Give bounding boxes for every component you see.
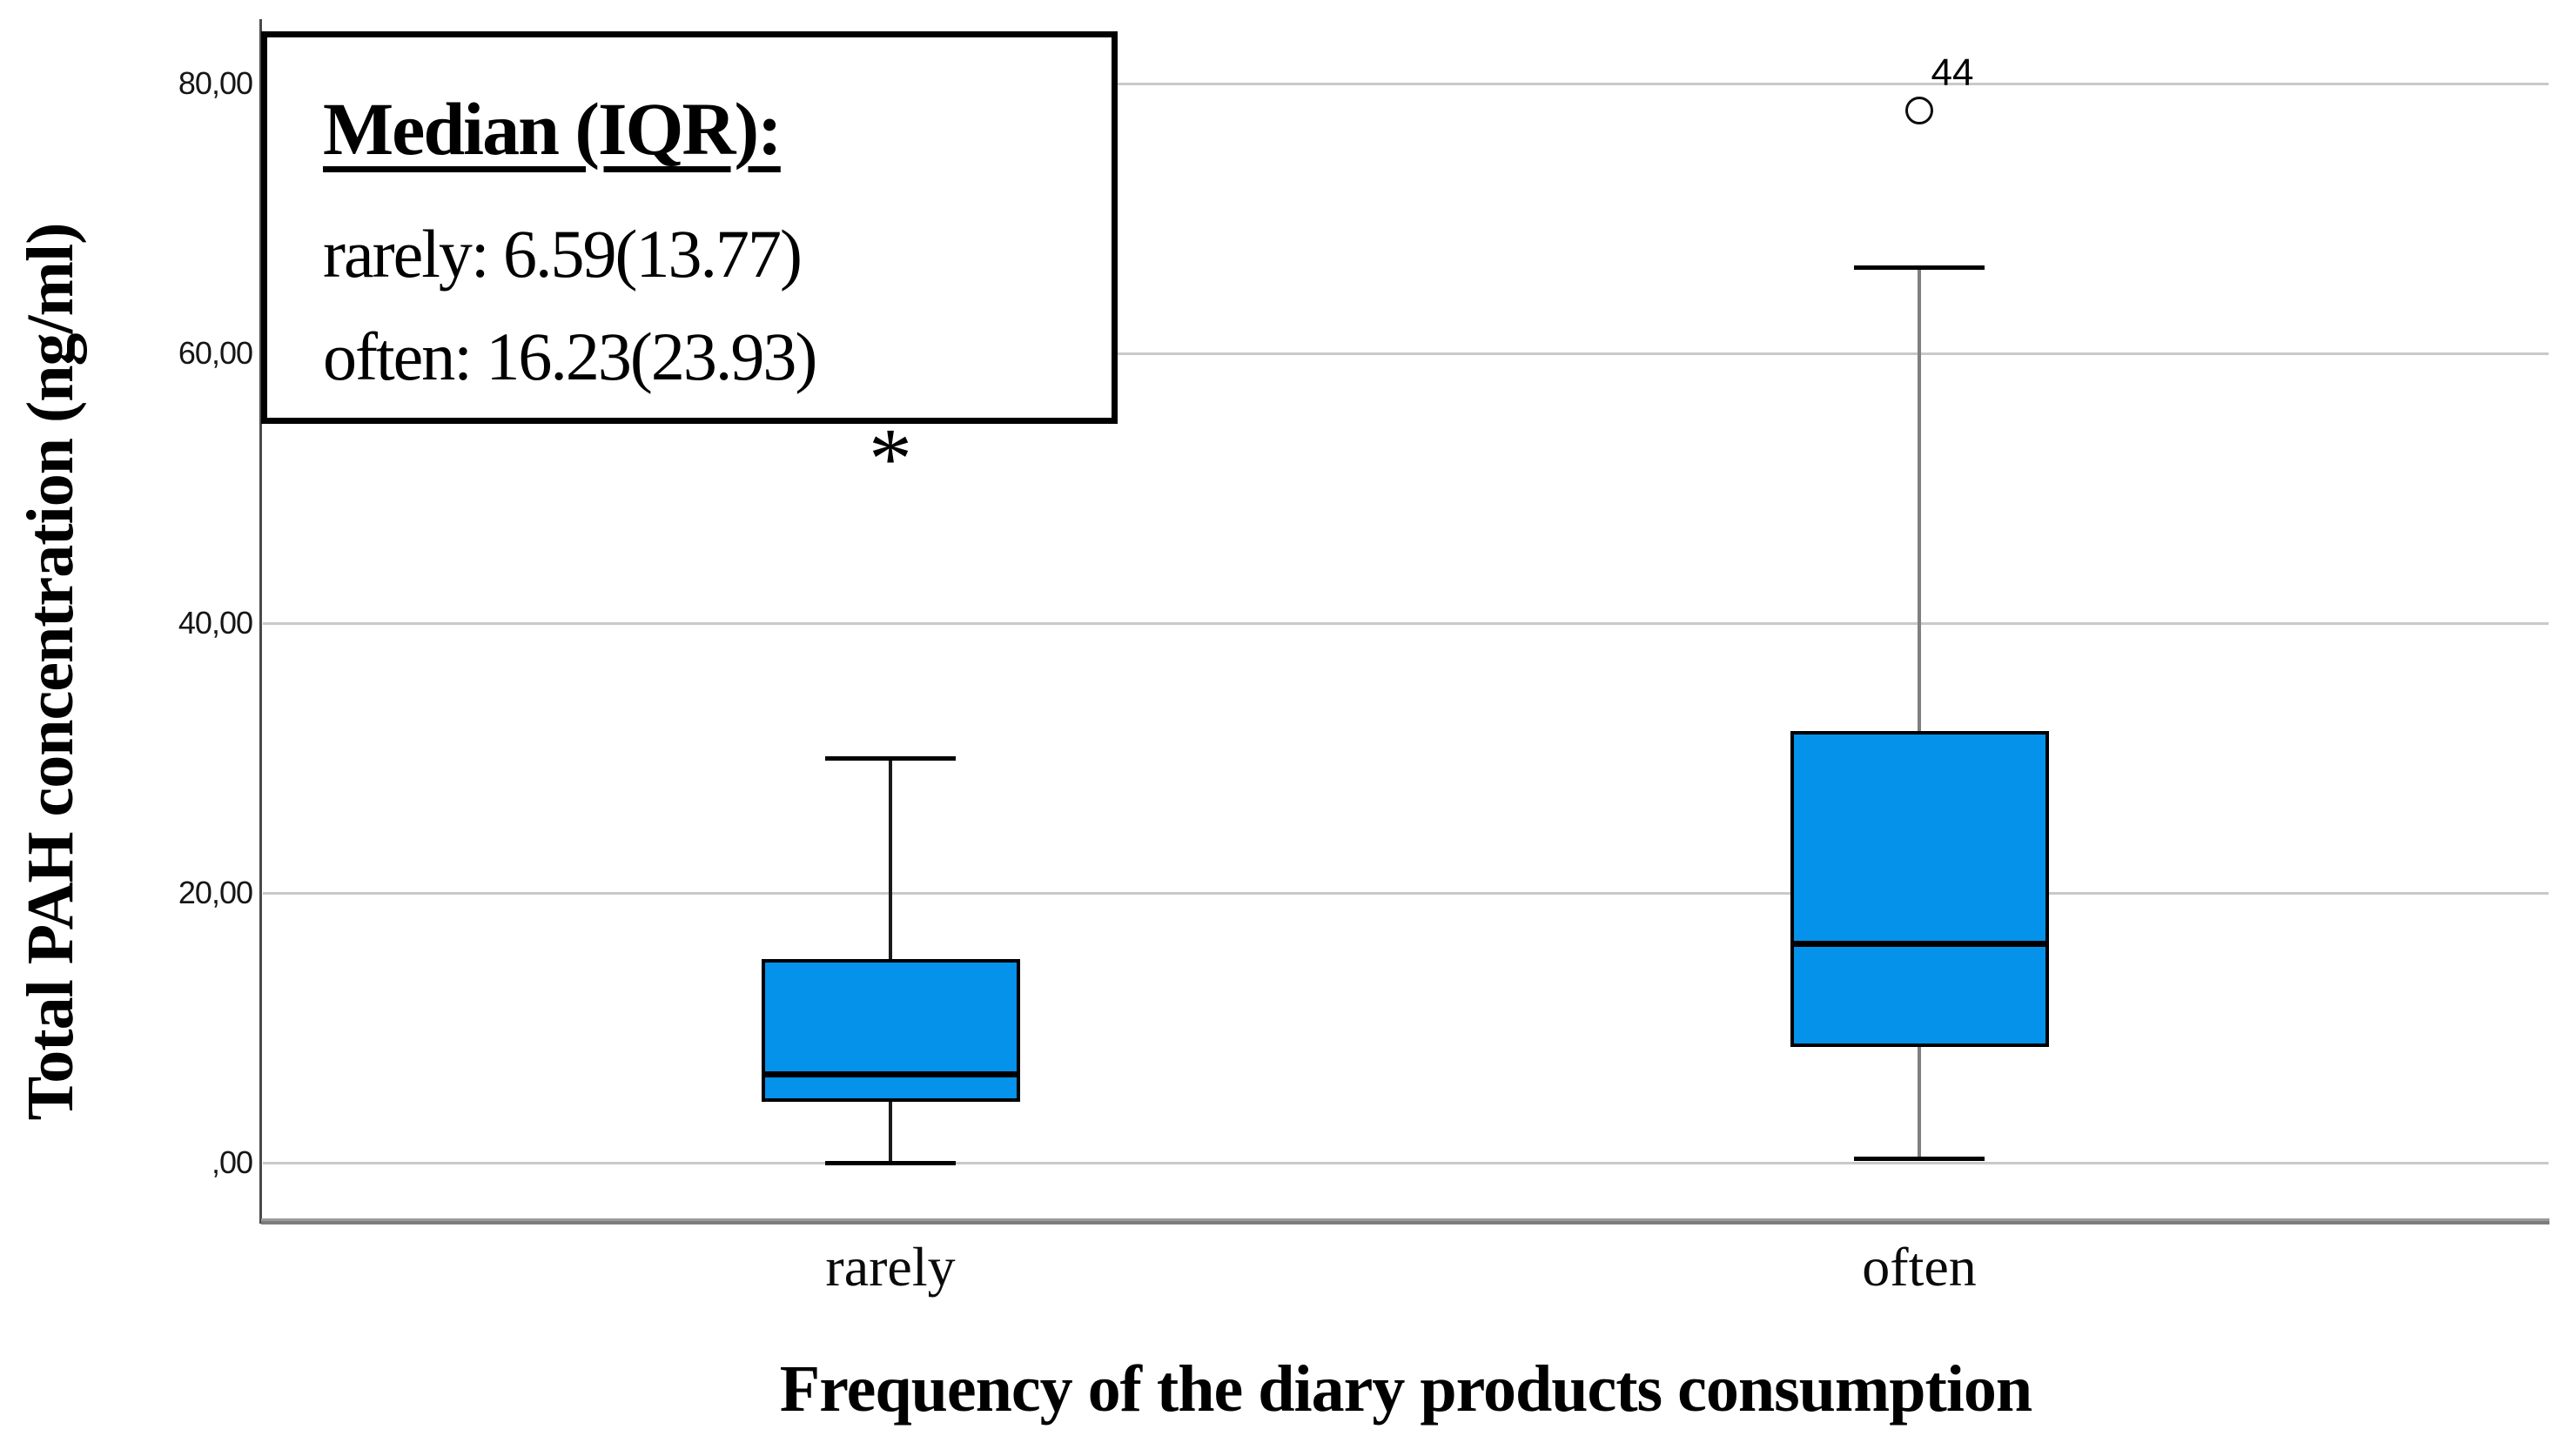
annotation-heading: Median (IQR): <box>323 87 783 171</box>
gridline-20 <box>263 892 2549 895</box>
outlier-asterisk-rarely: * <box>869 410 912 507</box>
gridline-80 <box>263 83 2549 85</box>
y-tick-label-40: 40,00 <box>178 605 253 641</box>
x-category-label-rarely: rarely <box>825 1236 956 1298</box>
gridline-40 <box>263 622 2549 625</box>
annotation-line-often: often: 16.23(23.93) <box>323 319 817 394</box>
whisker-line-often <box>1918 267 1921 1158</box>
gridline-0 <box>263 1162 2549 1164</box>
gridline-60 <box>263 352 2549 355</box>
whisker-cap-top-often <box>1854 265 1985 270</box>
median-iqr-annotation-box: Median (IQR): rarely: 6.59(13.77) often:… <box>261 31 1118 424</box>
outlier-circle-often <box>1905 97 1933 124</box>
median-line-often <box>1793 941 2045 947</box>
y-tick-label-80: 80,00 <box>178 65 253 101</box>
y-tick-label-20: 20,00 <box>178 875 253 910</box>
y-tick-label-60: 60,00 <box>178 335 253 371</box>
median-line-rarely <box>764 1071 1017 1077</box>
y-tick-label-0: ,00 <box>211 1144 253 1180</box>
whisker-cap-top-rarely <box>825 756 956 761</box>
x-category-label-often: often <box>1862 1236 1977 1298</box>
x-axis-line <box>261 1218 2549 1221</box>
x-axis-title: Frequency of the diary products consumpt… <box>779 1352 2032 1426</box>
annotation-line-rarely: rarely: 6.59(13.77) <box>323 216 803 292</box>
box-often <box>1790 731 2049 1047</box>
whisker-cap-bottom-rarely <box>825 1161 956 1165</box>
y-axis-title: Total PAH concentration (ng/ml) <box>14 223 87 1121</box>
box-rarely <box>761 959 1020 1102</box>
whisker-cap-bottom-often <box>1854 1157 1985 1161</box>
x-axis-line-shadow <box>261 1221 2549 1225</box>
outlier-label-often: 44 <box>1931 51 1974 94</box>
y-axis-line <box>259 19 262 1224</box>
